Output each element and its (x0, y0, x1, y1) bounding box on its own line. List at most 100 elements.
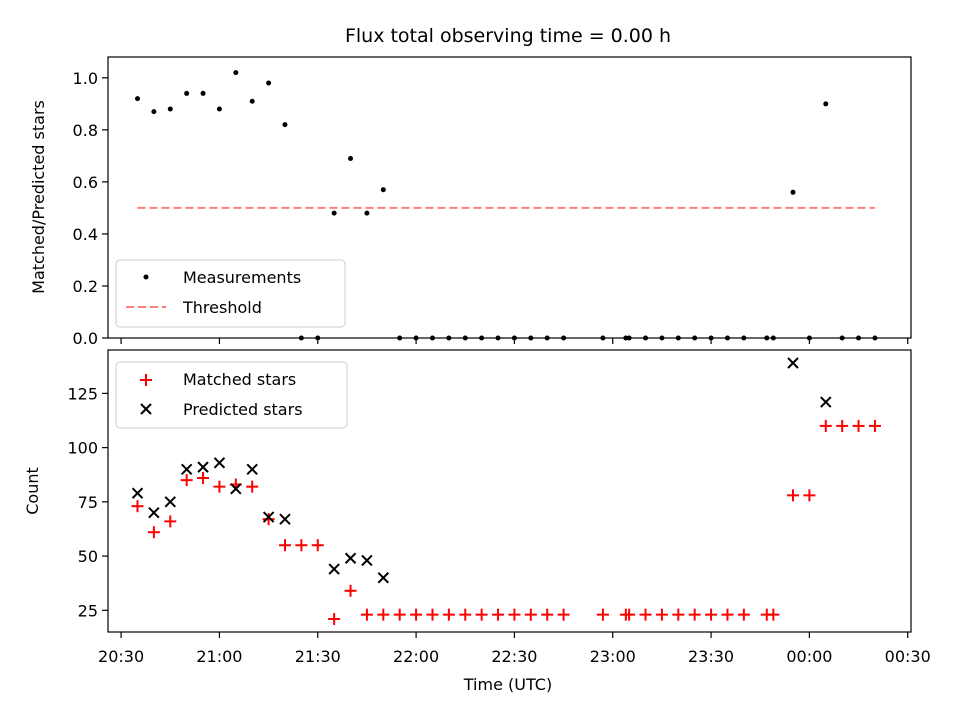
predicted-stars-point (820, 396, 832, 408)
matched-stars-point (262, 513, 275, 526)
x-tick-label: 23:00 (590, 647, 636, 666)
matched-stars-point (787, 489, 800, 502)
matched-stars-point (426, 608, 439, 621)
matched-stars-point (596, 608, 609, 621)
predicted-stars-point (787, 357, 799, 369)
matched-stars-point (459, 608, 472, 621)
legend-matched-marker (140, 374, 152, 386)
measurement-point (134, 96, 140, 102)
matched-stars-point (492, 608, 505, 621)
measurement-point (348, 155, 354, 161)
measurement-point (184, 90, 190, 96)
top-panel: 0.0 0.2 0.4 0.6 0.8 1.0 Matched/Predicted sta… (29, 56, 912, 348)
matched-stars-point (246, 480, 259, 493)
top-y-tick-label: 1.0 (73, 69, 98, 88)
measurement-point (282, 122, 288, 128)
matched-stars-point (344, 584, 357, 597)
matched-stars-point (442, 608, 455, 621)
bottom-y-tick-label: 25 (78, 601, 98, 620)
top-y-axis-label: Matched/Predicted stars (29, 100, 48, 294)
matched-stars-point (705, 608, 718, 621)
matched-stars-point (197, 471, 210, 484)
predicted-stars-point (246, 463, 258, 476)
matched-stars-point (475, 608, 488, 621)
matched-stars-point (655, 608, 668, 621)
predicted-stars-point (328, 563, 340, 575)
matched-stars-point (541, 608, 554, 621)
matched-stars-point (557, 608, 570, 621)
matched-stars-point (819, 419, 832, 432)
predicted-stars-point (197, 461, 209, 473)
measurement-point (823, 101, 829, 107)
legend-measurements-marker (143, 274, 149, 280)
x-tick-label: 22:30 (491, 647, 537, 666)
matched-stars-point (360, 608, 373, 621)
predicted-stars-point (279, 513, 291, 525)
measurement-point (364, 210, 370, 216)
predicted-stars-point (230, 483, 242, 495)
matched-stars-point (410, 608, 423, 621)
legend-predicted-label: Predicted stars (183, 400, 303, 419)
measurement-point (233, 70, 239, 76)
x-tick-label: 22:00 (393, 647, 439, 666)
matched-stars-point (147, 526, 160, 539)
legend-threshold-label: Threshold (182, 298, 262, 317)
top-chart-title: Flux total observing time = 0.00 h (345, 25, 671, 47)
matched-stars-point (164, 515, 177, 528)
matched-stars-points (131, 419, 881, 625)
matched-stars-point (803, 489, 816, 502)
bottom-y-tick-label: 100 (67, 439, 98, 458)
measurement-point (380, 187, 386, 193)
matched-stars-point (180, 474, 193, 487)
measurement-point (216, 106, 222, 112)
predicted-stars-point (148, 506, 160, 519)
matched-stars-point (377, 608, 390, 621)
matched-stars-point (213, 480, 226, 493)
measurement-point (151, 109, 157, 115)
legend-measurements-label: Measurements (183, 268, 301, 287)
legend-matched-label: Matched stars (183, 370, 296, 389)
top-y-tick-label: 0.2 (73, 277, 98, 296)
x-tick-label: 00:00 (786, 647, 832, 666)
matched-stars-point (639, 608, 652, 621)
matched-stars-point (836, 419, 849, 432)
top-legend: Measurements Threshold (115, 259, 346, 328)
matched-stars-point (623, 608, 636, 621)
measurement-point (331, 210, 337, 216)
measurement-point (167, 106, 173, 112)
x-tick-label: 00:30 (885, 647, 931, 666)
matched-stars-point (721, 608, 734, 621)
predicted-stars-point (377, 572, 390, 584)
matched-stars-point (508, 608, 521, 621)
predicted-stars-point (213, 457, 226, 469)
bottom-y-tick-label: 50 (78, 547, 98, 566)
predicted-stars-point (180, 463, 193, 476)
x-axis-label: Time (UTC) (463, 675, 552, 694)
top-y-tick-label: 0.4 (73, 225, 98, 244)
bottom-y-axis-label: Count (23, 467, 42, 515)
measurement-point (790, 189, 796, 195)
matched-stars-point (393, 608, 406, 621)
bottom-legend-box (115, 361, 348, 429)
top-y-tick-label: 0.8 (73, 121, 98, 140)
x-tick-label: 20:30 (98, 647, 144, 666)
predicted-stars-point (262, 511, 275, 523)
bottom-plot-frame (107, 349, 912, 633)
matched-stars-point (672, 608, 685, 621)
top-y-tick-label: 0.6 (73, 173, 98, 192)
bottom-y-ticks: 25 50 75 100 125 (67, 384, 108, 620)
predicted-stars-point (131, 487, 144, 499)
matched-stars-point (278, 539, 291, 552)
matched-stars-point (524, 608, 537, 621)
top-plot-frame (107, 56, 912, 339)
measurement-points (134, 70, 878, 341)
measurement-point (200, 90, 206, 96)
x-tick-label: 21:00 (196, 647, 242, 666)
bottom-y-tick-label: 75 (78, 493, 98, 512)
bottom-panel: 25 50 75 100 125 20:30 21:00 21:30 22:00 22:30 23… (23, 349, 931, 694)
bottom-y-tick-label: 125 (67, 384, 98, 403)
matched-stars-point (688, 608, 701, 621)
top-y-ticks: 0.0 0.2 0.4 0.6 0.8 1.0 (73, 69, 108, 348)
top-legend-box (115, 259, 346, 328)
